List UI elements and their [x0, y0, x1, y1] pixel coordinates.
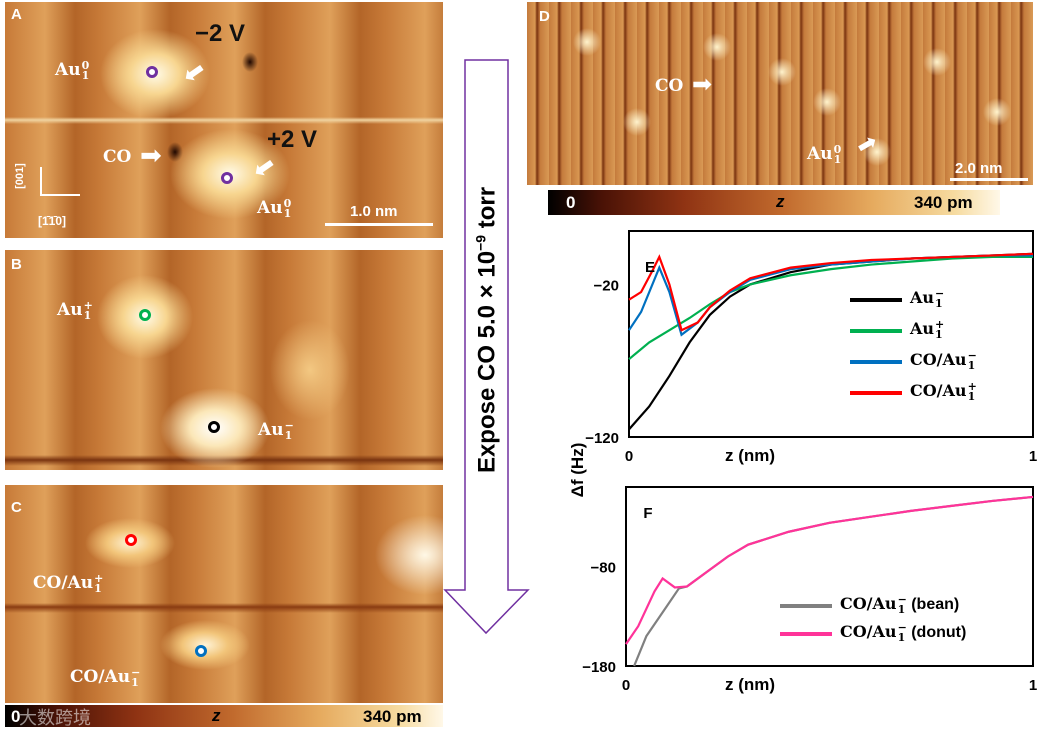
co-au-plus-label: CO/Au +1 — [33, 571, 104, 595]
colorbar-left: 0 大数跨境 z 340 pm — [5, 705, 443, 728]
legend-label: CO/Au +1 — [910, 379, 977, 403]
colorbar-min: 0 — [11, 707, 21, 726]
legend-label: CO/Au −1 (donut) — [840, 620, 967, 644]
au-label-d: Au 0 1 — [807, 142, 842, 166]
au-label-bottom: Au 0 1 — [257, 196, 292, 220]
marker-au0-bottom — [221, 172, 233, 184]
series-line-F-1 — [625, 495, 1034, 645]
x-tick-label: 0 — [625, 448, 633, 465]
colorbar-label: z — [212, 706, 221, 725]
scale-bar-label: 1.0 nm — [350, 203, 398, 220]
panel-label-E: E — [645, 259, 655, 276]
axis-arrow-001 — [40, 167, 42, 195]
plot-frame-E — [628, 230, 1034, 438]
watermark: 大数跨境 — [19, 708, 91, 728]
y-axis-label: Δf (Hz) — [568, 442, 587, 498]
scale-bar-label-d: 2.0 nm — [955, 160, 1003, 177]
x-tick-label: 1 — [1029, 677, 1037, 694]
legend-label: CO/Au −1 — [910, 348, 977, 372]
expose-co-arrow — [443, 59, 530, 635]
panel-label-F: F — [643, 505, 652, 522]
stm-image-a: A Au 0 1 −2 V ⬅ CO ➡ +2 V ⬅ Au 0 1 [001] [1̄… — [5, 2, 443, 238]
co-label-d: CO — [655, 76, 684, 96]
y-tick-label: −80 — [591, 560, 616, 577]
stm-image-d: D CO ➡ Au 0 1 ➡ 2.0 nm — [527, 2, 1033, 185]
y-tick-label: −180 — [582, 659, 616, 676]
plot-frame-F — [625, 486, 1034, 667]
voltage-label-top: −2 V — [195, 20, 246, 47]
x-axis-label: z (nm) — [725, 446, 775, 465]
marker-au-minus — [208, 421, 220, 433]
co-au-minus-label: CO/Au −1 — [70, 665, 141, 689]
y-tick-label: −120 — [585, 430, 619, 447]
marker-au0-top — [146, 66, 158, 78]
axis-arrow-110 — [40, 194, 80, 196]
colorbar-max: 340 pm — [363, 707, 422, 726]
legend-label: Au −1 — [910, 286, 945, 310]
panel-label-b: B — [11, 256, 22, 273]
panel-label-d: D — [539, 8, 550, 25]
x-tick-label: 0 — [622, 677, 630, 694]
co-label: CO — [103, 147, 132, 167]
scale-bar — [325, 223, 433, 226]
arrow-icon: ➡ — [140, 140, 162, 170]
panel-label-c: C — [11, 499, 22, 516]
au-plus-label: Au +1 — [57, 298, 93, 322]
x-axis-label: z (nm) — [725, 675, 775, 694]
marker-co-au-minus — [195, 645, 207, 657]
stm-image-c: C CO/Au +1 CO/Au −1 — [5, 485, 443, 703]
axis-label-110: [1̄1̄0] — [38, 214, 67, 228]
colorbar-max: 340 pm — [914, 193, 973, 212]
colorbar-label: z — [776, 192, 785, 211]
series-line-E-1 — [628, 255, 1033, 361]
legend-label: CO/Au −1 (bean) — [840, 592, 960, 616]
marker-au-plus — [139, 309, 151, 321]
colorbar-right: 0 z 340 pm — [548, 190, 1000, 215]
colorbar-min: 0 — [566, 193, 576, 212]
marker-co-au-plus — [125, 534, 137, 546]
x-tick-label: 1 — [1029, 448, 1037, 465]
au-label-top: Au 0 1 — [55, 58, 90, 82]
series-line-E-3 — [628, 252, 1034, 332]
stm-image-b: B Au +1 Au −1 — [5, 250, 443, 470]
legend-label: Au +1 — [910, 317, 945, 341]
y-tick-label: −20 — [594, 277, 619, 294]
scale-bar-d — [950, 178, 1028, 181]
panel-label-a: A — [11, 6, 22, 23]
arrow-icon: ➡ — [692, 71, 713, 98]
au-minus-label: Au −1 — [258, 418, 294, 442]
voltage-label-bottom: +2 V — [267, 126, 318, 153]
